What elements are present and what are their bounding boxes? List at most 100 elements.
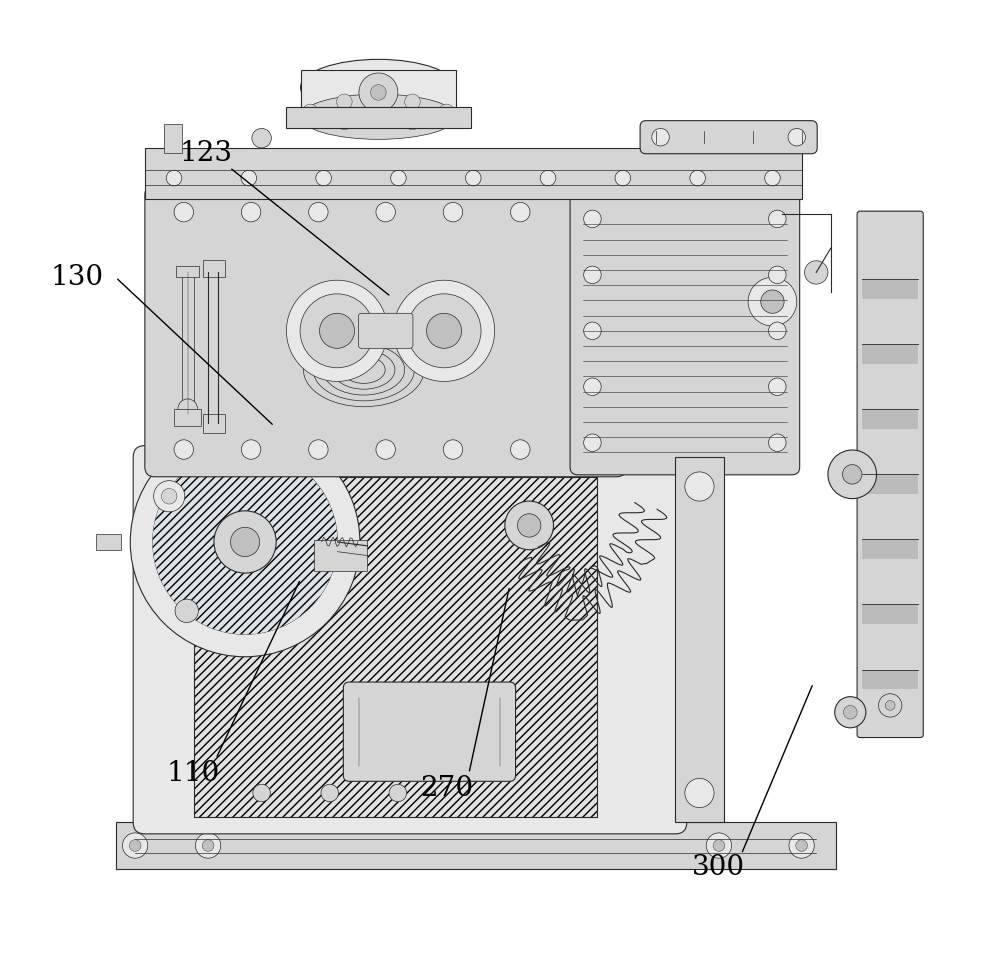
Bar xyxy=(194,477,597,817)
Circle shape xyxy=(505,501,554,550)
Circle shape xyxy=(427,313,462,348)
Circle shape xyxy=(320,313,355,348)
Circle shape xyxy=(796,840,807,851)
Bar xyxy=(96,534,121,550)
Circle shape xyxy=(241,202,261,222)
Bar xyxy=(862,475,918,494)
Circle shape xyxy=(584,266,601,283)
FancyBboxPatch shape xyxy=(640,121,817,154)
Circle shape xyxy=(309,440,328,459)
Circle shape xyxy=(540,170,556,186)
Circle shape xyxy=(376,202,395,222)
Bar xyxy=(176,266,199,277)
Circle shape xyxy=(174,202,194,222)
Bar xyxy=(862,344,918,364)
Bar xyxy=(862,279,918,299)
Bar xyxy=(194,477,597,817)
Circle shape xyxy=(511,202,530,222)
Circle shape xyxy=(584,378,601,395)
Circle shape xyxy=(885,701,895,710)
Circle shape xyxy=(214,511,276,573)
Circle shape xyxy=(511,440,530,459)
Circle shape xyxy=(300,294,374,368)
Circle shape xyxy=(443,440,463,459)
Circle shape xyxy=(230,527,260,557)
Circle shape xyxy=(195,833,221,858)
Circle shape xyxy=(748,277,797,326)
Circle shape xyxy=(584,434,601,451)
Text: 110: 110 xyxy=(167,760,220,787)
Bar xyxy=(862,669,918,689)
FancyBboxPatch shape xyxy=(570,187,800,475)
Bar xyxy=(314,540,367,571)
Circle shape xyxy=(706,833,732,858)
Circle shape xyxy=(652,128,669,146)
Bar xyxy=(862,410,918,429)
Circle shape xyxy=(129,840,141,851)
Circle shape xyxy=(161,488,177,504)
Circle shape xyxy=(578,440,597,459)
Circle shape xyxy=(178,399,197,418)
Circle shape xyxy=(769,434,786,451)
Bar xyxy=(203,260,225,277)
Circle shape xyxy=(615,170,631,186)
Bar xyxy=(174,409,201,426)
Bar xyxy=(675,457,724,822)
Circle shape xyxy=(154,481,185,512)
Circle shape xyxy=(175,599,198,623)
Circle shape xyxy=(439,104,454,120)
Circle shape xyxy=(584,322,601,340)
Circle shape xyxy=(166,170,182,186)
Circle shape xyxy=(842,465,862,485)
Circle shape xyxy=(789,833,814,858)
Bar xyxy=(182,272,194,414)
Circle shape xyxy=(241,170,257,186)
Circle shape xyxy=(253,784,270,802)
Bar xyxy=(145,148,802,199)
FancyBboxPatch shape xyxy=(133,446,687,834)
Circle shape xyxy=(405,94,420,110)
Circle shape xyxy=(153,450,338,634)
Circle shape xyxy=(122,833,148,858)
Circle shape xyxy=(286,280,388,381)
Circle shape xyxy=(376,440,395,459)
Circle shape xyxy=(713,840,725,851)
Circle shape xyxy=(389,784,407,802)
Circle shape xyxy=(371,85,386,100)
Circle shape xyxy=(788,128,806,146)
Circle shape xyxy=(843,705,857,719)
Bar xyxy=(862,539,918,559)
Circle shape xyxy=(835,697,866,728)
Circle shape xyxy=(443,202,463,222)
Circle shape xyxy=(878,694,902,717)
Circle shape xyxy=(337,94,352,110)
Circle shape xyxy=(309,202,328,222)
Circle shape xyxy=(685,778,714,808)
Bar xyxy=(164,124,182,153)
Ellipse shape xyxy=(301,59,456,116)
Circle shape xyxy=(391,170,406,186)
FancyBboxPatch shape xyxy=(358,313,413,348)
FancyBboxPatch shape xyxy=(343,682,516,781)
Circle shape xyxy=(518,514,541,537)
Circle shape xyxy=(241,440,261,459)
Bar xyxy=(862,604,918,624)
Bar xyxy=(203,414,225,433)
Bar xyxy=(286,107,471,128)
Circle shape xyxy=(393,280,495,381)
Circle shape xyxy=(302,104,318,120)
Circle shape xyxy=(769,266,786,283)
Text: 130: 130 xyxy=(50,264,103,291)
Circle shape xyxy=(765,170,780,186)
Circle shape xyxy=(465,170,481,186)
Text: 270: 270 xyxy=(420,775,473,802)
FancyBboxPatch shape xyxy=(857,211,923,738)
Circle shape xyxy=(584,210,601,228)
Circle shape xyxy=(153,450,338,634)
Text: 300: 300 xyxy=(692,854,745,882)
Ellipse shape xyxy=(301,94,456,139)
Bar xyxy=(301,70,456,117)
Text: 123: 123 xyxy=(180,140,233,167)
Circle shape xyxy=(405,114,420,129)
Circle shape xyxy=(828,450,877,498)
